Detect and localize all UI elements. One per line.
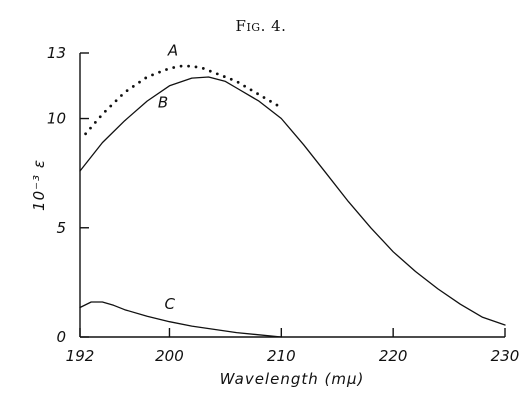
x-ticks: 192 200 210 220 230 [66, 328, 520, 365]
y-tick-label: 10 [47, 110, 66, 128]
y-tick-label: 13 [47, 44, 66, 62]
x-tick-label: 200 [155, 347, 184, 365]
figure-title: Fig. 4. [236, 17, 287, 35]
series-label-A: A [167, 42, 178, 60]
x-tick-label: 210 [267, 347, 296, 365]
series-line-A [84, 64, 283, 136]
y-axis-label: 10⁻³ ε [30, 159, 48, 211]
y-ticks: 0 5 10 13 [47, 44, 89, 346]
series-line-C [79, 301, 282, 338]
series-label-C: C [165, 295, 176, 313]
x-tick-label: 230 [491, 347, 520, 365]
series-label-B: B [158, 93, 168, 111]
series-A [84, 64, 283, 136]
x-tick-label: 192 [66, 347, 95, 365]
series-line-B [79, 76, 506, 326]
plot-axes [79, 53, 505, 338]
y-tick-label: 5 [56, 219, 66, 237]
series-layer: A B C [79, 42, 506, 338]
x-tick-label: 220 [379, 347, 408, 365]
series-B [79, 76, 506, 326]
series-C [79, 301, 282, 338]
y-tick-label: 0 [56, 328, 66, 346]
x-axis-label: Wavelength (mμ) [220, 370, 365, 388]
